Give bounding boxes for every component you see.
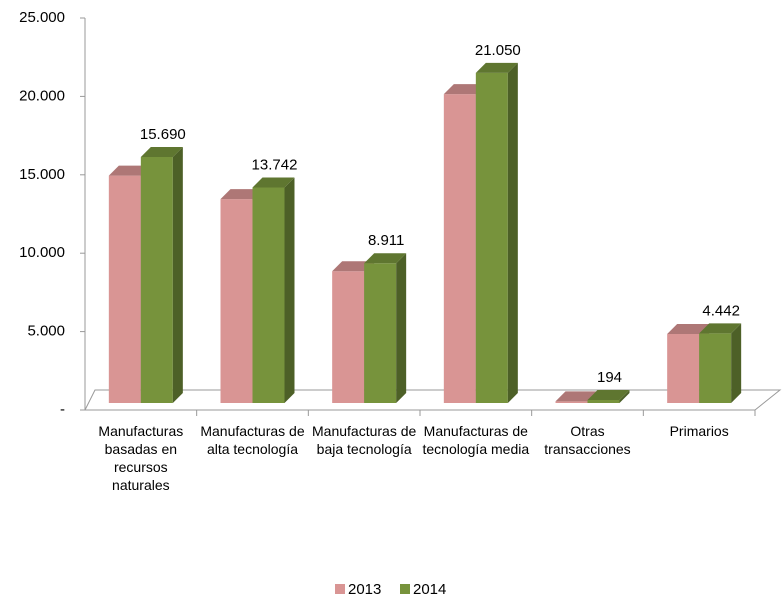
bar-top — [140, 146, 183, 157]
bar — [475, 62, 518, 403]
legend-label: 2013 — [348, 581, 381, 597]
legend-swatch — [400, 584, 410, 594]
x-tick-label: Manufacturas basadas en recursos natural… — [98, 423, 184, 493]
x-tick-label: Primarios — [669, 423, 729, 439]
bar — [587, 389, 630, 403]
bar-top — [667, 324, 710, 335]
legend-label: 2014 — [413, 581, 446, 597]
y-tick-label: 5.000 — [27, 323, 65, 340]
bar-top — [699, 323, 742, 334]
bar-top — [587, 389, 630, 400]
value-label: 15.690 — [140, 126, 186, 143]
y-tick-label: - — [60, 401, 65, 418]
bar-top — [475, 62, 518, 73]
bar — [364, 253, 407, 403]
bar-front — [699, 333, 732, 403]
x-tick-label: Manufacturas de tecnología media — [422, 423, 530, 457]
bar-top — [443, 84, 486, 95]
bar-front — [220, 199, 253, 403]
bar-top — [364, 253, 407, 264]
bar-front — [443, 94, 476, 403]
bar-front — [140, 156, 173, 403]
bar-front — [475, 72, 508, 403]
x-tick-label: Manufacturas de baja tecnología — [312, 423, 417, 457]
bar-side — [619, 389, 630, 403]
bar — [140, 146, 183, 403]
bar-top — [108, 165, 151, 176]
value-label: 8.911 — [368, 232, 404, 249]
x-tick-label: Otras transacciones — [544, 423, 631, 457]
bar-top — [332, 261, 375, 272]
y-tick-label: 10.000 — [19, 244, 65, 261]
value-label: 194 — [597, 369, 622, 386]
y-tick-label: 15.000 — [19, 166, 65, 183]
legend-swatch — [335, 584, 345, 594]
bar-top — [252, 177, 295, 188]
bar-side — [731, 323, 742, 403]
bar — [252, 177, 295, 403]
bar-top — [220, 189, 263, 200]
value-label: 13.742 — [252, 156, 298, 173]
bar-side — [172, 146, 183, 403]
bar-front — [587, 399, 620, 403]
bar-front — [108, 175, 141, 403]
bar-side — [507, 62, 518, 403]
bar-front — [364, 263, 397, 403]
bar-top — [555, 391, 598, 402]
bar — [699, 323, 742, 403]
bar-front — [555, 401, 588, 403]
value-label: 4.442 — [702, 302, 740, 319]
y-tick-label: 25.000 — [19, 9, 65, 26]
bar-side — [396, 253, 407, 403]
y-tick-label: 20.000 — [19, 87, 65, 104]
bar-side — [284, 177, 295, 403]
bar-front — [667, 334, 700, 403]
value-label: 21.050 — [475, 42, 521, 59]
bar-front — [332, 271, 365, 403]
bar-front — [252, 187, 285, 403]
x-tick-label: Manufacturas de alta tecnología — [200, 423, 305, 457]
